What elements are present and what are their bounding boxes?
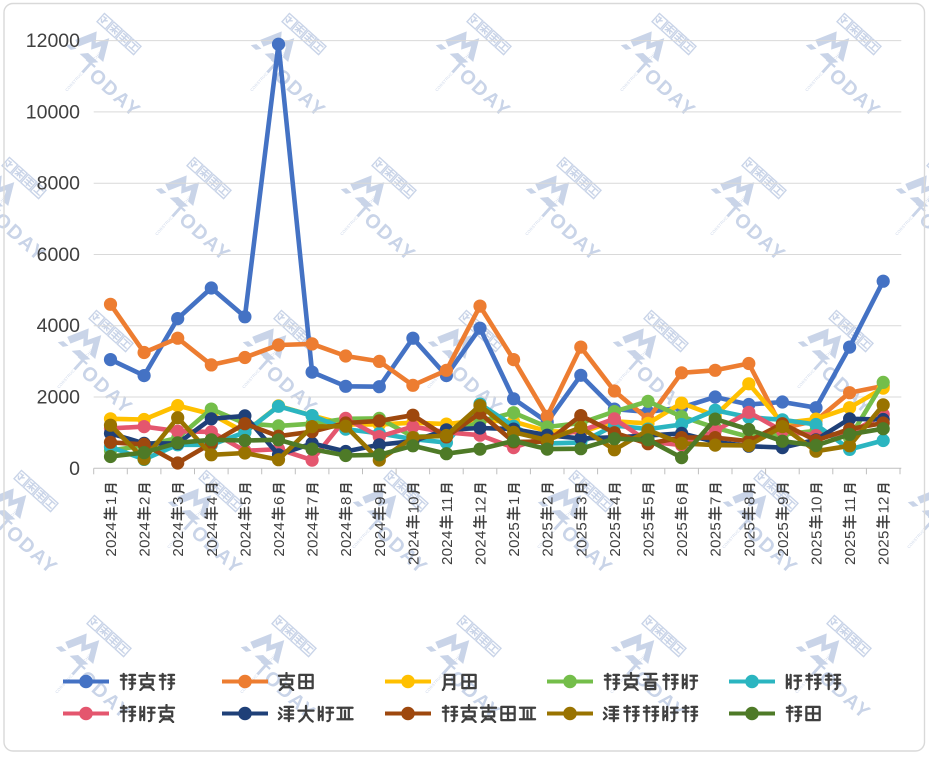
svg-text:2024: 2024: [137, 522, 154, 557]
svg-text:2025: 2025: [641, 522, 658, 557]
svg-text:3: 3: [170, 497, 187, 505]
svg-text:9: 9: [372, 497, 389, 505]
svg-text:8: 8: [741, 497, 758, 505]
svg-text:2024: 2024: [305, 522, 322, 557]
svg-text:2025: 2025: [540, 522, 557, 557]
svg-text:2024: 2024: [103, 522, 120, 557]
svg-text:2025: 2025: [607, 522, 624, 557]
svg-text:1: 1: [506, 497, 523, 505]
svg-text:10000: 10000: [26, 101, 80, 123]
svg-text:2025: 2025: [708, 522, 725, 557]
svg-text:2024: 2024: [170, 522, 187, 557]
svg-text:2025: 2025: [876, 530, 893, 565]
svg-text:12: 12: [876, 497, 893, 514]
svg-text:2025: 2025: [573, 522, 590, 557]
svg-text:2: 2: [540, 497, 557, 505]
svg-text:11: 11: [842, 497, 859, 513]
svg-text:4: 4: [204, 497, 221, 505]
svg-text:2025: 2025: [741, 522, 758, 557]
svg-text:8: 8: [338, 497, 355, 505]
svg-text:7: 7: [305, 497, 322, 505]
svg-text:12: 12: [473, 497, 490, 514]
svg-text:4: 4: [607, 497, 624, 505]
svg-text:10: 10: [809, 497, 826, 514]
svg-text:0: 0: [69, 458, 80, 480]
svg-text:2025: 2025: [842, 530, 859, 565]
svg-text:2: 2: [137, 497, 154, 505]
svg-text:2024: 2024: [405, 530, 422, 565]
svg-text:2024: 2024: [338, 522, 355, 557]
svg-text:2024: 2024: [372, 522, 389, 557]
svg-text:5: 5: [641, 497, 658, 505]
svg-text:2024: 2024: [271, 522, 288, 557]
svg-text:2024: 2024: [439, 530, 456, 565]
svg-text:7: 7: [708, 497, 725, 505]
svg-text:2000: 2000: [37, 387, 81, 409]
svg-text:6: 6: [271, 497, 288, 505]
svg-text:11: 11: [439, 497, 456, 513]
svg-text:1: 1: [103, 497, 120, 505]
svg-text:10: 10: [405, 497, 422, 514]
svg-text:3: 3: [573, 497, 590, 505]
svg-text:9: 9: [775, 497, 792, 505]
svg-text:2024: 2024: [237, 522, 254, 557]
svg-text:6000: 6000: [37, 244, 81, 266]
svg-text:4000: 4000: [37, 315, 81, 337]
svg-text:2025: 2025: [775, 522, 792, 557]
svg-text:2025: 2025: [506, 522, 523, 557]
svg-text:2025: 2025: [809, 530, 826, 565]
svg-text:2025: 2025: [674, 522, 691, 557]
svg-text:12000: 12000: [26, 30, 80, 52]
svg-text:5: 5: [237, 497, 254, 505]
svg-text:2024: 2024: [473, 530, 490, 565]
svg-text:8000: 8000: [37, 173, 81, 195]
svg-text:2024: 2024: [204, 522, 221, 557]
svg-text:6: 6: [674, 497, 691, 505]
